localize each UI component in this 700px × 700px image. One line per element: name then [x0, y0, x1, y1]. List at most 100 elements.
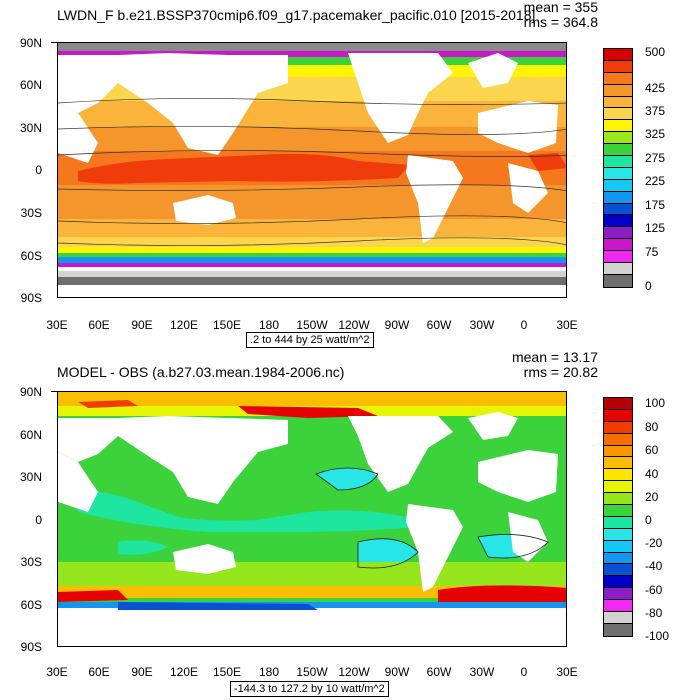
- lon-label: 120W: [338, 665, 370, 679]
- colorbar-swatch: [604, 274, 632, 287]
- lon-label: 60W: [426, 665, 452, 679]
- lon-label: 120W: [338, 318, 370, 332]
- lon-label: 150E: [212, 665, 242, 679]
- colorbar-swatch: [604, 612, 632, 624]
- contour-range-label: .2 to 444 by 25 watt/m^2: [246, 332, 374, 348]
- lat-label: 90S: [20, 291, 42, 305]
- lon-label: 90E: [131, 318, 153, 332]
- lat-label: 0: [35, 513, 42, 527]
- mean-stat: mean = 355: [523, 0, 598, 15]
- lat-label: 30N: [19, 470, 42, 484]
- lon-label: 30E: [556, 665, 578, 679]
- colorbar-swatch: [604, 623, 632, 636]
- lat-label: 90S: [20, 640, 42, 654]
- lon-label: 30W: [469, 665, 495, 679]
- lat-label: 30S: [20, 206, 42, 220]
- colorbar-label: 20: [645, 490, 659, 504]
- panel-title: MODEL - OBS (a.b27.03.mean.1984-2006.nc): [57, 364, 345, 380]
- colorbar-label: 100: [645, 396, 666, 410]
- lon-label: 90W: [384, 318, 410, 332]
- colorbar-label: 425: [645, 81, 666, 95]
- colorbar-swatch: [604, 421, 632, 434]
- colorbar-label: -40: [645, 559, 663, 573]
- lon-label: 60W: [426, 318, 452, 332]
- colorbar-swatch: [604, 481, 632, 494]
- difference-map: [58, 392, 566, 646]
- colorbar-swatch: [604, 528, 632, 541]
- colorbar: [603, 397, 633, 637]
- colorbar-label: -20: [645, 536, 663, 550]
- lon-label: 30E: [46, 665, 68, 679]
- colorbar-swatch: [604, 564, 632, 577]
- colorbar-label: 125: [645, 221, 666, 235]
- colorbar-swatch: [604, 457, 632, 470]
- field-map: [58, 43, 566, 297]
- rms-stat: rms = 364.8: [523, 14, 598, 30]
- lon-label: 180: [258, 318, 280, 332]
- colorbar-label: 75: [645, 245, 659, 259]
- colorbar-swatch: [604, 84, 632, 97]
- lon-label: 180: [258, 665, 280, 679]
- lon-label: 0: [520, 665, 528, 679]
- colorbar-swatch: [604, 516, 632, 529]
- lon-label: 150W: [296, 665, 328, 679]
- panel-title: LWDN_F b.e21.BSSP370cmip6.f09_g17.pacema…: [57, 7, 536, 23]
- colorbar-label: 375: [645, 104, 666, 118]
- lat-label: 60S: [20, 249, 42, 263]
- colorbar-label: 500: [645, 45, 666, 59]
- colorbar-swatch: [604, 540, 632, 553]
- lon-label: 120E: [169, 665, 199, 679]
- colorbar-swatch: [604, 469, 632, 482]
- colorbar-label: -80: [645, 606, 663, 620]
- colorbar-swatch: [604, 156, 632, 168]
- colorbar-swatch: [604, 215, 632, 228]
- lat-label: 0: [35, 163, 42, 177]
- colorbar-swatch: [604, 263, 632, 275]
- lon-label: 90E: [131, 665, 153, 679]
- colorbar-swatch: [604, 251, 632, 264]
- colorbar-swatch: [604, 191, 632, 204]
- colorbar-swatch: [604, 505, 632, 517]
- lat-label: 30S: [20, 555, 42, 569]
- colorbar-label: 325: [645, 127, 666, 141]
- lon-label: 120E: [169, 318, 199, 332]
- map-plot: [57, 391, 567, 647]
- colorbar-swatch: [604, 120, 632, 133]
- lon-label: 30E: [556, 318, 578, 332]
- colorbar-label: 40: [645, 467, 659, 481]
- colorbar-label: 0: [645, 279, 652, 293]
- colorbar-swatch: [604, 49, 632, 61]
- colorbar-swatch: [604, 409, 632, 422]
- lon-label: 90W: [384, 665, 410, 679]
- colorbar-swatch: [604, 398, 632, 410]
- colorbar-swatch: [604, 600, 632, 613]
- colorbar-swatch: [604, 588, 632, 601]
- lat-label: 30N: [19, 121, 42, 135]
- colorbar-swatch: [604, 179, 632, 192]
- colorbar-label: -100: [645, 629, 670, 643]
- lat-label: 90N: [19, 36, 42, 50]
- colorbar-swatch: [604, 445, 632, 458]
- colorbar-label: 80: [645, 420, 659, 434]
- lat-label: 90N: [19, 385, 42, 399]
- colorbar-label: 60: [645, 443, 659, 457]
- colorbar-label: 175: [645, 198, 666, 212]
- colorbar-swatch: [604, 493, 632, 506]
- lon-label: 60E: [88, 665, 110, 679]
- colorbar-swatch: [604, 72, 632, 85]
- colorbar-swatch: [604, 108, 632, 121]
- colorbar-swatch: [604, 203, 632, 216]
- lat-label: 60S: [20, 598, 42, 612]
- colorbar-swatch: [604, 433, 632, 446]
- colorbar-label: 0: [645, 513, 652, 527]
- map-plot: [57, 42, 567, 298]
- lon-label: 30W: [469, 318, 495, 332]
- colorbar-swatch: [604, 167, 632, 180]
- colorbar: [603, 48, 633, 288]
- colorbar-swatch: [604, 144, 632, 157]
- colorbar-label: 275: [645, 151, 666, 165]
- contour-range-label: -144.3 to 127.2 by 10 watt/m^2: [230, 681, 389, 697]
- lon-label: 150E: [212, 318, 242, 332]
- colorbar-swatch: [604, 576, 632, 589]
- colorbar-swatch: [604, 227, 632, 240]
